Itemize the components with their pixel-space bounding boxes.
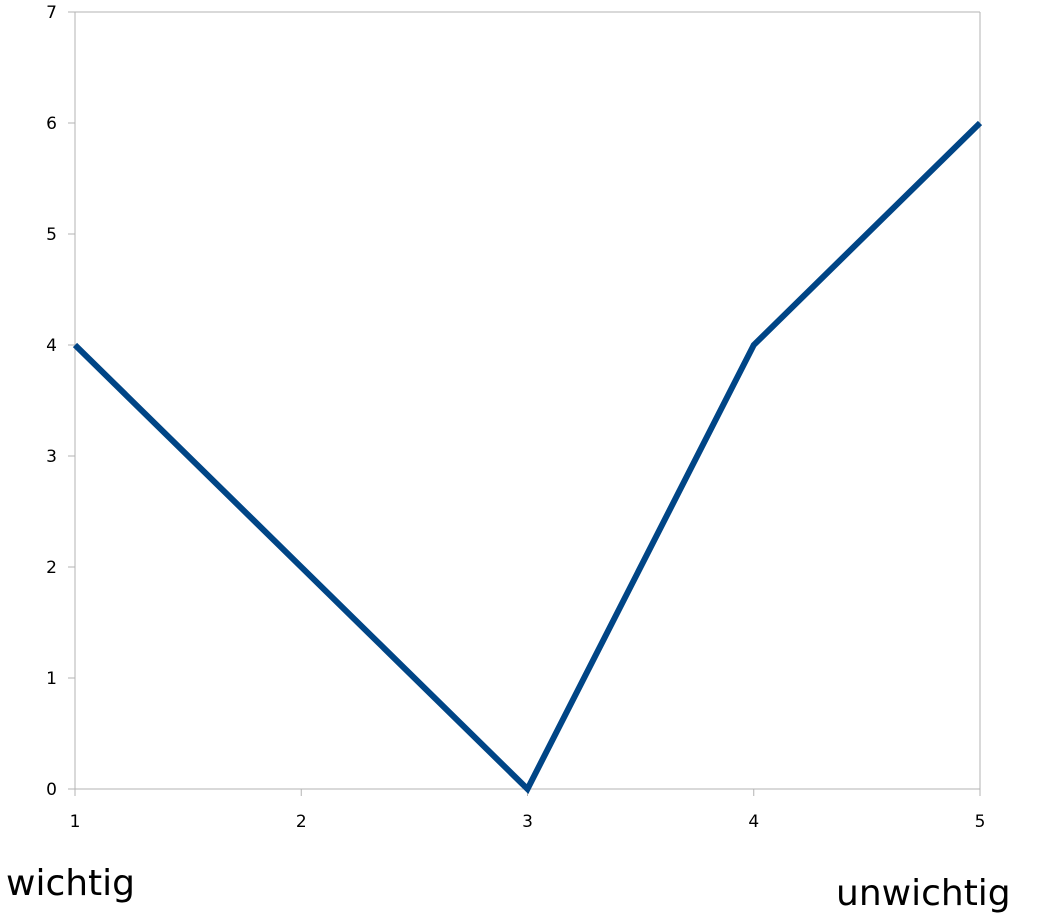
y-tick-label: 0 [46,780,57,800]
scale-label-wichtig: wichtig [6,863,136,904]
y-tick-label: 4 [46,336,57,356]
y-tick-label: 5 [46,225,57,245]
x-tick-label: 1 [70,812,81,832]
x-tick-label: 3 [522,812,533,832]
y-tick-label: 6 [46,114,57,134]
y-tick-label: 3 [46,447,57,467]
series-line-0 [72,120,983,795]
y-tick-label: 7 [46,3,57,23]
y-tick-label: 2 [46,558,57,578]
chart-series [72,120,983,795]
x-tick-label: 5 [975,812,986,832]
chart-axes [68,11,981,796]
x-tick-label: 2 [296,812,307,832]
x-tick-label: 4 [748,812,759,832]
y-tick-label: 1 [46,669,57,689]
scale-label-unwichtig: unwichtig [836,873,1011,914]
